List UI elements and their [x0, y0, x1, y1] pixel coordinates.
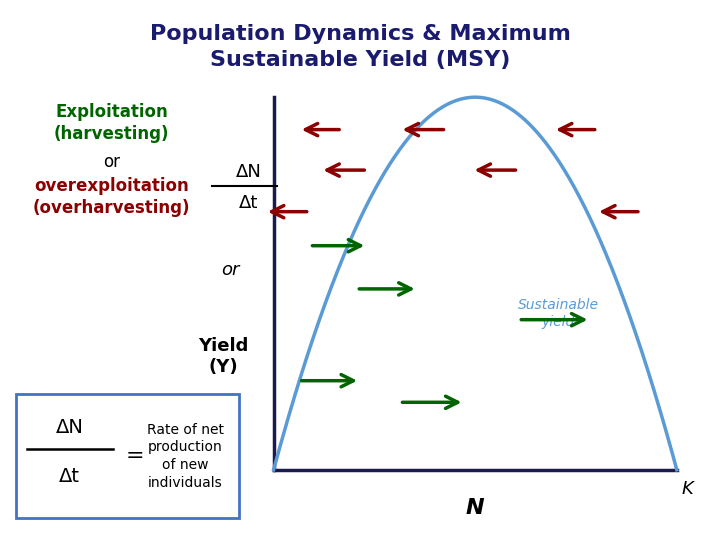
Text: or: or [221, 261, 240, 279]
Text: K: K [682, 480, 693, 498]
Text: Yield
(Y): Yield (Y) [198, 337, 248, 376]
Text: N: N [466, 497, 485, 518]
Text: ΔN: ΔN [235, 163, 261, 181]
Text: Population Dynamics & Maximum
Sustainable Yield (MSY): Population Dynamics & Maximum Sustainabl… [150, 24, 570, 70]
Text: or: or [103, 153, 120, 171]
Text: Exploitation
(harvesting): Exploitation (harvesting) [54, 103, 169, 143]
Text: Δt: Δt [59, 467, 81, 485]
Text: =: = [125, 446, 144, 467]
Bar [16, 394, 239, 518]
Text: overexploitation
(overharvesting): overexploitation (overharvesting) [33, 177, 190, 217]
Text: ΔN: ΔN [56, 418, 84, 437]
Text: Rate of net
production
of new
individuals: Rate of net production of new individual… [147, 422, 223, 490]
Text: Δt: Δt [239, 194, 258, 212]
Text: Sustainable
yield: Sustainable yield [518, 298, 598, 329]
